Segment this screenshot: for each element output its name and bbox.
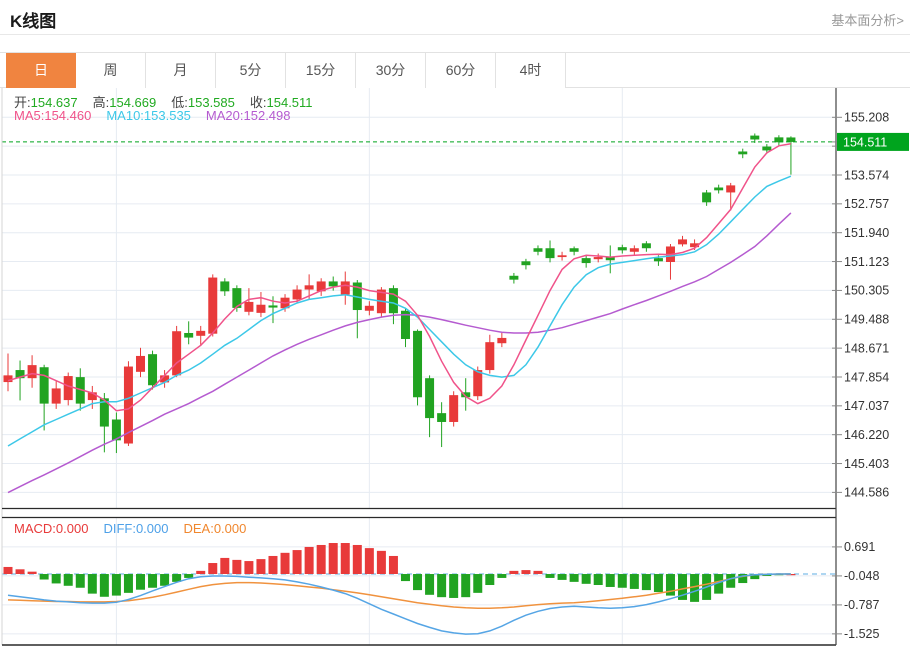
svg-text:146.220: 146.220 (844, 428, 889, 442)
svg-text:148.671: 148.671 (844, 341, 889, 355)
tab-30分[interactable]: 30分 (356, 53, 426, 88)
svg-text:154.511: 154.511 (843, 135, 887, 149)
svg-text:151.940: 151.940 (844, 226, 889, 240)
svg-text:145.403: 145.403 (844, 457, 889, 471)
svg-text:149.488: 149.488 (844, 313, 889, 327)
macd-histogram (3, 543, 796, 602)
svg-text:147.854: 147.854 (844, 370, 889, 384)
tab-周[interactable]: 周 (76, 53, 146, 88)
fundamental-analysis-link[interactable]: 基本面分析> (831, 13, 904, 28)
tab-60分[interactable]: 60分 (426, 53, 496, 88)
tab-5分[interactable]: 5分 (216, 53, 286, 88)
svg-text:-1.525: -1.525 (844, 627, 879, 641)
svg-text:-0.787: -0.787 (844, 598, 879, 612)
panel-borders (1, 88, 837, 646)
tab-日[interactable]: 日 (6, 53, 76, 88)
svg-text:150.305: 150.305 (844, 284, 889, 298)
svg-text:144.586: 144.586 (844, 486, 889, 500)
svg-text:155.208: 155.208 (844, 111, 889, 125)
macd-lines (7, 573, 791, 635)
svg-text:-0.048: -0.048 (844, 569, 879, 583)
tab-15分[interactable]: 15分 (286, 53, 356, 88)
period-tab-bar: 日周月 5分 15分 30分 60分 4时 (0, 52, 910, 88)
ma-lines (7, 142, 792, 494)
candles (3, 133, 796, 454)
macd-axis: 0.691 -0.048 -0.787 -1.525 (832, 540, 879, 641)
current-price-tag: 154.511 (832, 132, 909, 151)
tab-4时[interactable]: 4时 (496, 53, 566, 88)
svg-text:152.757: 152.757 (844, 197, 889, 211)
svg-text:147.037: 147.037 (844, 399, 889, 413)
grid-lines (2, 88, 836, 645)
tab-月[interactable]: 月 (146, 53, 216, 88)
svg-text:151.123: 151.123 (844, 255, 889, 269)
page-title: K线图 (10, 12, 57, 31)
page-header: K线图 基本面分析> (0, 0, 910, 35)
svg-text:0.691: 0.691 (844, 540, 875, 554)
price-axis: 155.208154.391153.574152.757151.940151.1… (832, 111, 889, 500)
svg-text:153.574: 153.574 (844, 168, 889, 182)
